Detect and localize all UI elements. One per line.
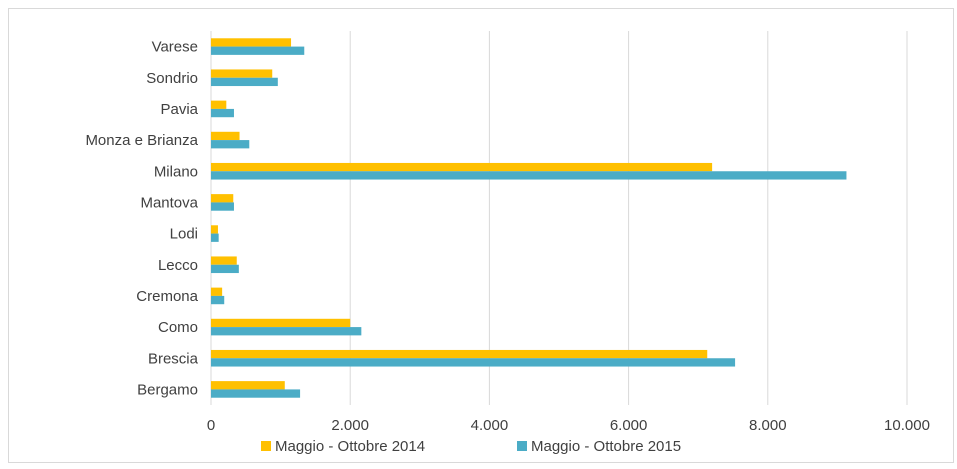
bar-2015 [211, 140, 250, 149]
x-tick-label: 0 [207, 417, 215, 434]
bar-2015 [211, 108, 234, 118]
x-tick-label: 8.000 [749, 417, 787, 434]
x-tick-label: 6.000 [610, 417, 648, 434]
category-label: Varese [152, 39, 198, 56]
bar-2014 [211, 318, 351, 328]
category-label: Milano [154, 163, 198, 180]
category-label: Sondrio [146, 70, 198, 87]
legend-swatch [261, 441, 271, 451]
category-label: Mantova [140, 194, 198, 211]
category-labels: Varese Sondrio Pavia Monza e Brianza Milano M… [85, 39, 198, 399]
bar-2014 [211, 256, 237, 265]
bar-2014 [211, 349, 708, 359]
category-label: Cremona [136, 288, 198, 305]
bar-2015 [211, 233, 219, 242]
x-tick-label: 4.000 [471, 417, 509, 434]
bars [211, 38, 847, 398]
bar-2014 [211, 131, 240, 141]
bar-2015 [211, 46, 305, 55]
legend: Maggio - Ottobre 2014 Maggio - Ottobre 20… [261, 438, 681, 455]
bar-2014 [211, 69, 273, 78]
bar-2015 [211, 358, 736, 367]
category-label: Pavia [160, 101, 198, 118]
bar-2014 [211, 194, 234, 203]
bar-2015 [211, 77, 278, 87]
category-label: Brescia [148, 350, 199, 367]
bar-2014 [211, 38, 292, 47]
category-label: Monza e Brianza [85, 132, 198, 149]
category-label: Lecco [158, 257, 198, 274]
gridlines [210, 31, 908, 405]
x-tick-label: 10.000 [884, 417, 930, 434]
legend-label: Maggio - Ottobre 2015 [531, 438, 681, 455]
x-tick-label: 2.000 [331, 417, 369, 434]
chart-frame: Varese Sondrio Pavia Monza e Brianza Milano M… [8, 8, 954, 463]
bar-2015 [211, 264, 239, 274]
bar-2014 [211, 162, 713, 172]
category-label: Lodi [170, 226, 198, 243]
bar-2015 [211, 202, 234, 211]
legend-label: Maggio - Ottobre 2014 [275, 438, 425, 455]
bar-2015 [211, 295, 225, 305]
x-tick-labels: 0 2.000 4.000 6.000 8.000 10.000 [207, 417, 930, 434]
bar-2014 [211, 225, 218, 234]
bar-2015 [211, 171, 847, 180]
category-label: Bergamo [137, 381, 198, 398]
bar-2015 [211, 389, 301, 398]
bar-2014 [211, 100, 227, 109]
category-label: Como [158, 319, 198, 336]
bar-2014 [211, 381, 285, 390]
bar-2014 [211, 287, 223, 296]
bar-2015 [211, 327, 362, 336]
legend-swatch [517, 441, 527, 451]
bar-chart: Varese Sondrio Pavia Monza e Brianza Milano M… [85, 31, 930, 455]
